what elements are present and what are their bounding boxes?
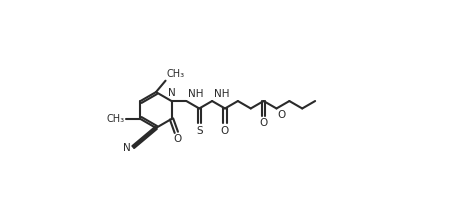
Text: O: O [221, 126, 229, 136]
Text: CH₃: CH₃ [166, 69, 185, 79]
Text: S: S [196, 126, 203, 136]
Text: O: O [259, 118, 268, 128]
Text: CH₃: CH₃ [106, 114, 124, 124]
Text: NH: NH [188, 89, 204, 99]
Text: N: N [123, 143, 131, 153]
Text: NH: NH [214, 89, 229, 99]
Text: O: O [173, 134, 181, 144]
Text: N: N [168, 88, 176, 98]
Text: O: O [277, 110, 286, 120]
